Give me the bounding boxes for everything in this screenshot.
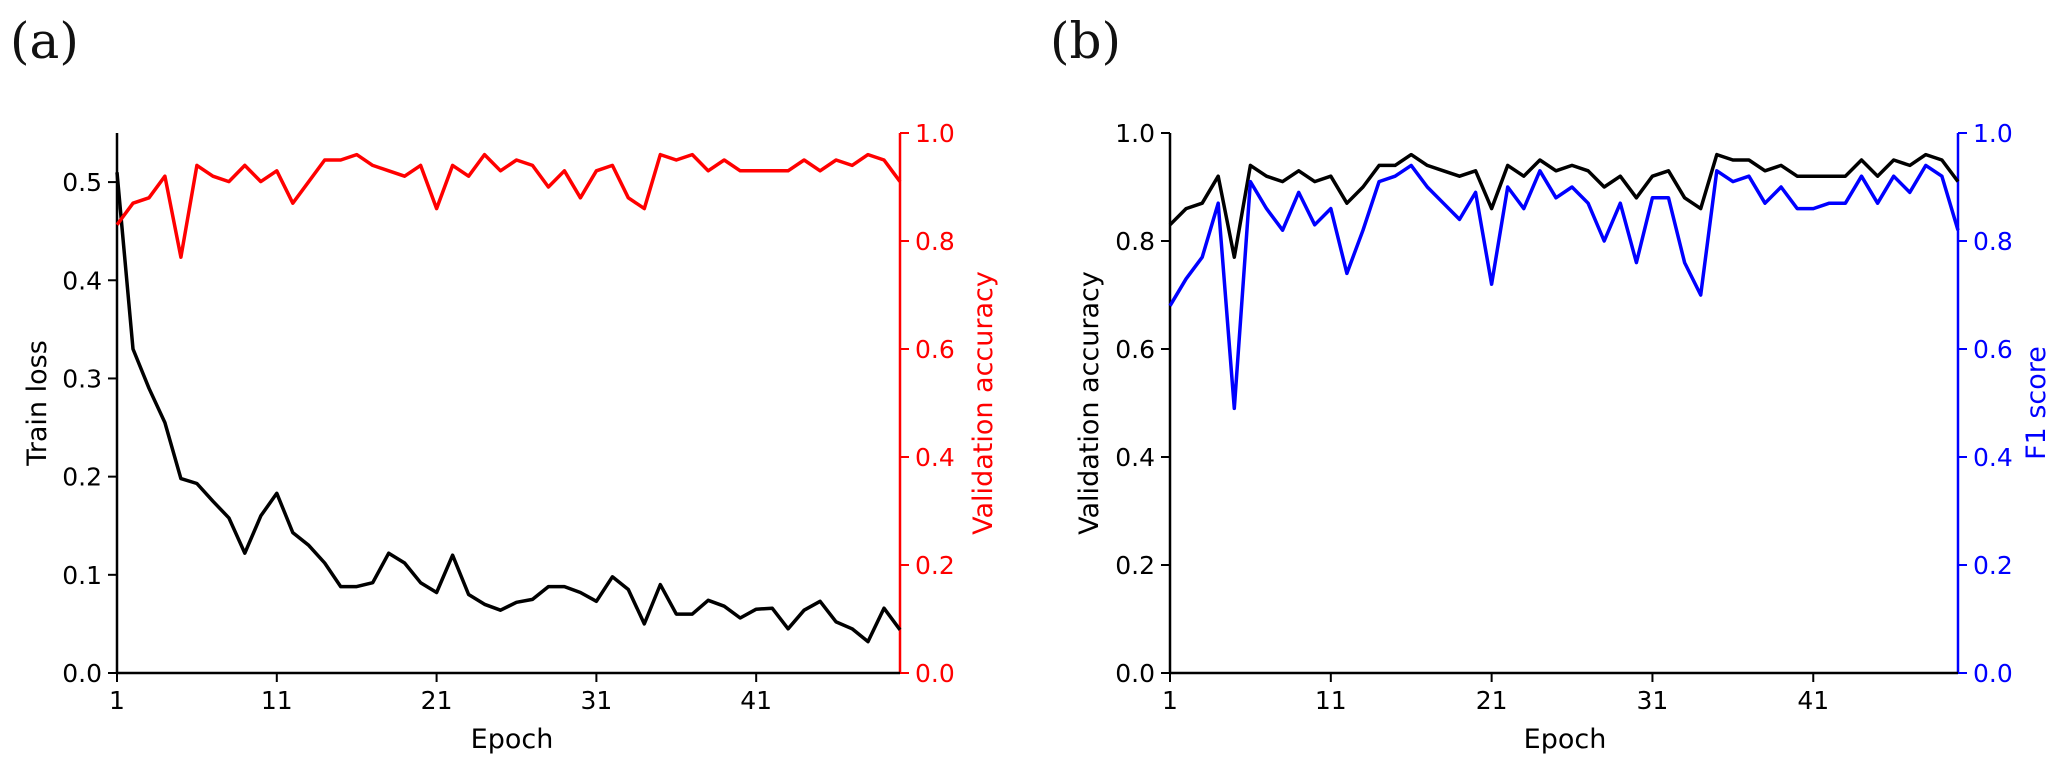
panel-a-right-tick-label: 0.2 xyxy=(915,551,955,580)
panel-b-right-tick-label: 0.4 xyxy=(1973,443,2013,472)
panel-a-x-tick-label: 21 xyxy=(421,686,453,715)
panel-a-left-tick-label: 0.2 xyxy=(62,463,102,492)
panel-a-left-tick-label: 0.4 xyxy=(62,266,102,295)
panel-a-series-line-left-axis xyxy=(115,172,902,644)
panel-b-left-tick-label: 0.2 xyxy=(1115,551,1155,580)
panel-a-x-axis-label: Epoch xyxy=(471,724,554,755)
panel-b-left-tick-label: 1.0 xyxy=(1115,119,1155,148)
panel-b-left-tick-label: 0.4 xyxy=(1115,443,1155,472)
panel-a-right-tick-label: 0.0 xyxy=(915,659,955,688)
panel-b-left-tick-label: 0.0 xyxy=(1115,659,1155,688)
panel-a-left-tick-label: 0.1 xyxy=(62,561,102,590)
panel-b-left-tick-label: 0.6 xyxy=(1115,335,1155,364)
panel-b: (b) Validation accuracy F1 score Epoch 0… xyxy=(1050,12,2052,755)
panel-b-right-tick-label: 1.0 xyxy=(1973,119,2013,148)
panel-a-left-tick-label: 0.3 xyxy=(62,364,102,393)
panel-a-x-tick-label: 31 xyxy=(580,686,612,715)
panel-b-x-axis-label: Epoch xyxy=(1524,724,1607,755)
panel-a: (a) Train loss Validation accuracy Epoch… xyxy=(10,12,999,755)
panel-a-x-tick-label: 1 xyxy=(109,686,125,715)
panel-b-x-tick-label: 1 xyxy=(1162,686,1178,715)
panel-b-x-tick-label: 31 xyxy=(1637,686,1669,715)
panel-b-label: (b) xyxy=(1050,12,1121,70)
panel-b-x-tick-label: 41 xyxy=(1797,686,1829,715)
panel-b-left-tick-label: 0.8 xyxy=(1115,227,1155,256)
panel-a-right-tick-label: 0.6 xyxy=(915,335,955,364)
panel-a-right-tick-label: 0.4 xyxy=(915,443,955,472)
panel-b-right-axis-label: F1 score xyxy=(2021,346,2052,460)
panel-b-right-tick-label: 0.8 xyxy=(1973,227,2013,256)
panel-a-left-axis-label: Train loss xyxy=(22,340,53,467)
panel-b-right-tick-label: 0.0 xyxy=(1973,659,2013,688)
panel-a-right-tick-label: 1.0 xyxy=(915,119,955,148)
panel-a-left-tick-label: 0.5 xyxy=(62,168,102,197)
panel-b-left-axis-label: Validation accuracy xyxy=(1074,271,1105,535)
panel-b-right-tick-label: 0.6 xyxy=(1973,335,2013,364)
panel-a-series-line-right-axis xyxy=(115,152,902,259)
panel-a-x-tick-label: 41 xyxy=(740,686,772,715)
panel-a-right-axis-label: Validation accuracy xyxy=(968,271,999,535)
panel-b-x-tick-label: 21 xyxy=(1476,686,1508,715)
panel-b-right-tick-label: 0.2 xyxy=(1973,551,2013,580)
panel-a-right-tick-label: 0.8 xyxy=(915,227,955,256)
panel-b-series-line-right-axis xyxy=(1168,163,1960,411)
panel-b-x-tick-label: 11 xyxy=(1315,686,1347,715)
panel-a-left-tick-label: 0.0 xyxy=(62,659,102,688)
panel-a-label: (a) xyxy=(10,12,79,70)
panel-b-series-line-left-axis xyxy=(1168,152,1960,259)
panel-a-x-tick-label: 11 xyxy=(261,686,293,715)
